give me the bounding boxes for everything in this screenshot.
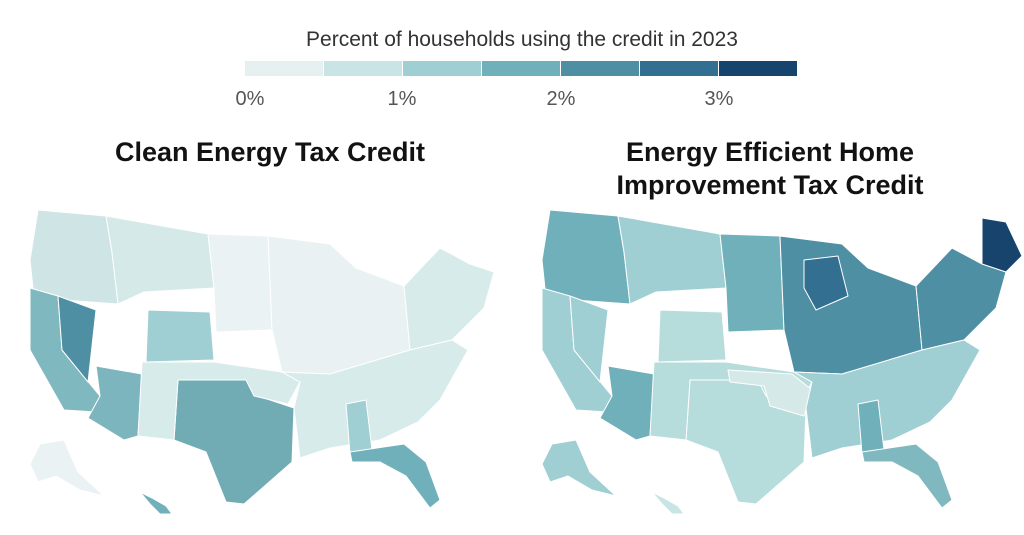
- home-improvement-region-colorado: [657, 309, 727, 363]
- clean-energy-region-alaska: [29, 439, 105, 497]
- legend-tick-2: 2%: [546, 88, 576, 110]
- home-improvement-region-midwest: [779, 235, 923, 375]
- legend-tick-3: 3%: [704, 88, 734, 110]
- legend-color-scale: [245, 61, 797, 76]
- clean-energy-region-arizona: [87, 365, 143, 441]
- legend-bin-2: [324, 61, 402, 76]
- home-improvement-region-wisconsin: [803, 255, 849, 311]
- legend-bin-7: [719, 61, 797, 76]
- clean-energy-region-west-north: [29, 209, 119, 305]
- home-improvement-region-west-north: [541, 209, 631, 305]
- clean-energy-map: [29, 209, 495, 515]
- home-improvement-region-hawaii: [651, 491, 685, 515]
- legend-tick-1: 1%: [387, 88, 417, 110]
- home-improvement-map: [541, 209, 1022, 515]
- home-improvement-region-arizona: [599, 365, 655, 441]
- legend-tick-0: 0%: [235, 88, 265, 110]
- clean-energy-region-midwest: [267, 235, 411, 375]
- home-improvement-region-plains-north: [719, 233, 785, 333]
- clean-energy-region-florida: [349, 443, 441, 509]
- clean-energy-region-plains-north: [207, 233, 273, 333]
- home-improvement-map-title: Energy Efficient Home Improvement Tax Cr…: [616, 137, 924, 200]
- clean-energy-map-title: Clean Energy Tax Credit: [114, 137, 426, 167]
- legend-bin-3: [403, 61, 481, 76]
- home-improvement-region-maine: [981, 217, 1022, 273]
- clean-energy-region-south-east: [281, 339, 469, 459]
- legend-bin-4: [482, 61, 560, 76]
- legend-bin-6: [640, 61, 718, 76]
- clean-energy-region-colorado: [145, 309, 215, 363]
- home-improvement-region-florida: [861, 443, 953, 509]
- home-improvement-region-alaska: [541, 439, 617, 497]
- clean-energy-region-northeast: [403, 247, 495, 351]
- clean-energy-region-mountain-north: [105, 215, 215, 305]
- legend-title: Percent of households using the credit i…: [306, 28, 738, 51]
- legend-bin-5: [561, 61, 639, 76]
- clean-energy-region-southwest-mid: [137, 361, 301, 441]
- home-improvement-region-south-east: [793, 339, 981, 459]
- legend-bin-1: [245, 61, 323, 76]
- clean-energy-region-hawaii: [139, 491, 173, 515]
- home-improvement-region-nevada: [569, 295, 609, 383]
- clean-energy-region-nevada: [57, 295, 97, 383]
- home-improvement-region-mountain-north: [617, 215, 727, 305]
- home-improvement-region-oklahoma: [727, 369, 813, 417]
